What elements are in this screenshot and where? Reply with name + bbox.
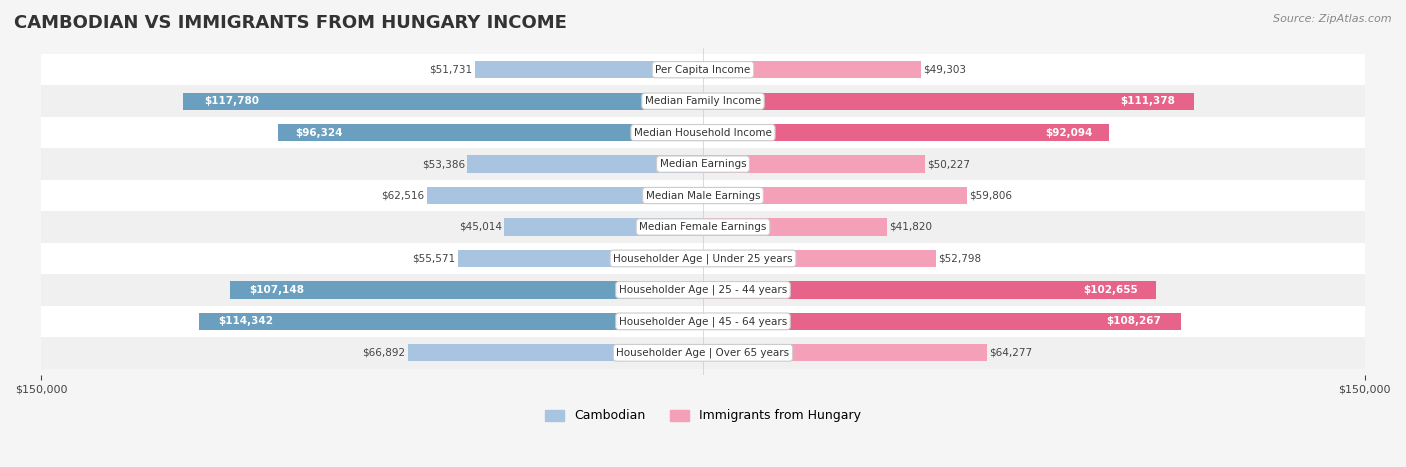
Bar: [41, 305, 1365, 337]
Text: Source: ZipAtlas.com: Source: ZipAtlas.com: [1274, 14, 1392, 24]
Text: $114,342: $114,342: [219, 316, 274, 326]
Bar: [41, 180, 1365, 211]
Text: $96,324: $96,324: [295, 127, 343, 138]
Bar: [41, 54, 1365, 85]
Bar: [703, 61, 921, 78]
Bar: [703, 124, 1109, 142]
Text: Householder Age | 45 - 64 years: Householder Age | 45 - 64 years: [619, 316, 787, 326]
Text: $111,378: $111,378: [1119, 96, 1174, 106]
Text: $102,655: $102,655: [1083, 285, 1137, 295]
Text: $64,277: $64,277: [990, 348, 1032, 358]
Bar: [41, 85, 1365, 117]
Bar: [703, 281, 1156, 298]
Bar: [231, 281, 703, 298]
Text: $51,731: $51,731: [429, 65, 472, 75]
Text: Median Earnings: Median Earnings: [659, 159, 747, 169]
Text: $49,303: $49,303: [922, 65, 966, 75]
Text: $45,014: $45,014: [460, 222, 502, 232]
Text: $62,516: $62,516: [381, 191, 425, 200]
Bar: [703, 92, 1194, 110]
Text: Median Family Income: Median Family Income: [645, 96, 761, 106]
Text: $59,806: $59,806: [970, 191, 1012, 200]
Bar: [505, 219, 703, 236]
Text: $66,892: $66,892: [361, 348, 405, 358]
Text: $52,798: $52,798: [938, 254, 981, 263]
Text: Median Female Earnings: Median Female Earnings: [640, 222, 766, 232]
Bar: [467, 156, 703, 173]
Bar: [458, 250, 703, 267]
Bar: [41, 274, 1365, 305]
Bar: [703, 219, 887, 236]
Bar: [408, 344, 703, 361]
Bar: [41, 243, 1365, 274]
Text: $55,571: $55,571: [412, 254, 456, 263]
Text: $117,780: $117,780: [204, 96, 259, 106]
Bar: [703, 187, 967, 204]
Bar: [41, 149, 1365, 180]
Bar: [703, 313, 1181, 330]
Bar: [183, 92, 703, 110]
Bar: [278, 124, 703, 142]
Text: Per Capita Income: Per Capita Income: [655, 65, 751, 75]
Text: Householder Age | Over 65 years: Householder Age | Over 65 years: [616, 347, 790, 358]
Bar: [41, 211, 1365, 243]
Bar: [703, 250, 936, 267]
Bar: [41, 337, 1365, 368]
Legend: Cambodian, Immigrants from Hungary: Cambodian, Immigrants from Hungary: [540, 404, 866, 427]
Bar: [703, 156, 925, 173]
Text: $108,267: $108,267: [1107, 316, 1161, 326]
Text: Median Household Income: Median Household Income: [634, 127, 772, 138]
Text: $53,386: $53,386: [422, 159, 465, 169]
Text: $107,148: $107,148: [249, 285, 304, 295]
Text: Median Male Earnings: Median Male Earnings: [645, 191, 761, 200]
Text: $50,227: $50,227: [927, 159, 970, 169]
Text: Householder Age | 25 - 44 years: Householder Age | 25 - 44 years: [619, 285, 787, 295]
Text: Householder Age | Under 25 years: Householder Age | Under 25 years: [613, 253, 793, 264]
Text: $92,094: $92,094: [1046, 127, 1092, 138]
Bar: [427, 187, 703, 204]
Bar: [198, 313, 703, 330]
Bar: [41, 117, 1365, 149]
Bar: [703, 344, 987, 361]
Text: $41,820: $41,820: [890, 222, 932, 232]
Text: CAMBODIAN VS IMMIGRANTS FROM HUNGARY INCOME: CAMBODIAN VS IMMIGRANTS FROM HUNGARY INC…: [14, 14, 567, 32]
Bar: [475, 61, 703, 78]
